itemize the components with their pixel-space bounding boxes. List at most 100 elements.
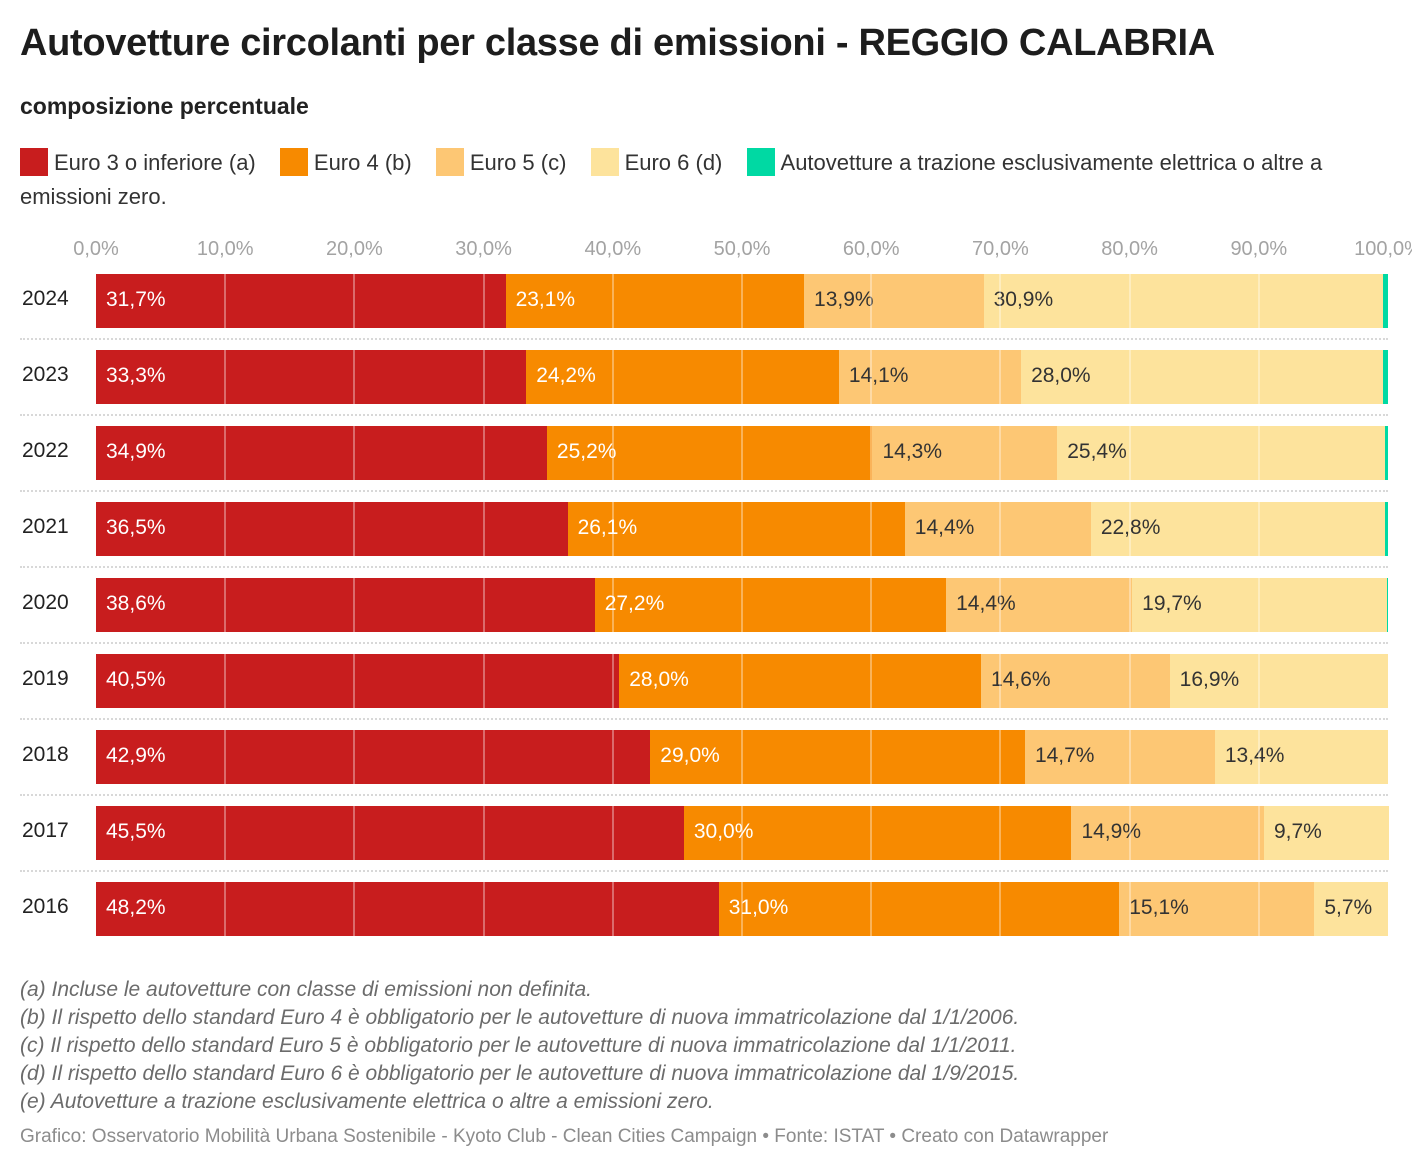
footnote-b: (b) Il rispetto dello standard Euro 4 è … (20, 1006, 1020, 1029)
gridline (870, 882, 873, 936)
gridline (741, 426, 743, 480)
data-label: 31,7% (106, 288, 166, 311)
bar-segment (1119, 882, 1315, 936)
data-label: 19,7% (1142, 592, 1202, 615)
row-separator (20, 566, 1388, 568)
gridline (1128, 654, 1131, 708)
gridline (611, 274, 614, 328)
footnote-c: (c) Il rispetto dello standard Euro 5 è … (20, 1034, 1017, 1057)
gridline (1257, 426, 1260, 480)
footnote-d: (d) Il rispetto dello standard Euro 6 è … (20, 1062, 1020, 1085)
y-category-label: 2023 (22, 363, 69, 386)
gridline (999, 502, 1002, 556)
bar-segment (718, 882, 1120, 936)
gridline (611, 882, 614, 936)
bar-segment (619, 654, 981, 708)
bar-segment (96, 350, 527, 404)
data-label: 15,1% (1129, 896, 1189, 919)
bar-segment (1314, 882, 1388, 936)
data-label: 23,1% (515, 288, 576, 311)
chart-subtitle: composizione percentuale (20, 93, 309, 119)
row-separator (20, 870, 1388, 872)
gridline (870, 730, 873, 784)
gridline (353, 654, 356, 708)
data-label: 26,1% (577, 516, 638, 539)
bar-segment (96, 882, 719, 936)
x-tick-label: 80,0% (1101, 238, 1158, 260)
bar-segment (567, 502, 905, 556)
gridline (999, 426, 1002, 480)
data-label: 28,0% (629, 668, 689, 691)
gridline (741, 578, 743, 632)
data-label: 13,4% (1224, 744, 1285, 767)
data-label: 38,6% (106, 592, 166, 615)
gridline (999, 350, 1002, 404)
gridline (224, 806, 227, 860)
legend-swatch (20, 148, 48, 176)
legend: Euro 3 o inferiore (a) Euro 4 (b) Euro 5… (20, 146, 1400, 214)
row-separator (20, 718, 1388, 720)
gridline (870, 806, 873, 860)
row-separator (20, 490, 1388, 492)
gridline (353, 502, 356, 556)
gridline (870, 578, 873, 632)
bar-segment (594, 578, 947, 632)
gridline (741, 274, 743, 328)
legend-item-euro5: Euro 5 (c) (435, 146, 566, 180)
bar-segment (683, 806, 1072, 860)
data-label: 16,9% (1179, 668, 1240, 691)
gridline (611, 654, 614, 708)
gridline (224, 578, 227, 632)
gridline (611, 502, 614, 556)
gridline (353, 426, 356, 480)
gridline (1128, 578, 1131, 632)
data-label: 27,2% (604, 592, 665, 615)
bar-segment (1385, 426, 1388, 480)
bar-segment (96, 502, 568, 556)
gridline (1257, 350, 1260, 404)
gridline (870, 654, 873, 708)
gridline (1257, 274, 1260, 328)
gridline (482, 350, 485, 404)
gridline (353, 578, 356, 632)
gridline (482, 578, 485, 632)
data-label: 24,2% (536, 364, 596, 387)
y-category-label: 2017 (22, 819, 69, 842)
gridline (353, 350, 356, 404)
gridline (224, 426, 227, 480)
gridline (611, 806, 614, 860)
row-separator (20, 794, 1388, 796)
bar-segment (505, 274, 804, 328)
gridline (870, 426, 873, 480)
legend-label: Euro 4 (b) (313, 150, 412, 175)
data-label: 30,9% (993, 288, 1054, 311)
gridline (353, 806, 356, 860)
x-tick-label: 10,0% (196, 238, 254, 260)
gridline (224, 350, 227, 404)
gridline (1257, 578, 1260, 632)
gridline (741, 806, 743, 860)
bar-segment (1214, 730, 1388, 784)
gridline (1128, 350, 1131, 404)
data-label: 28,0% (1031, 364, 1091, 387)
gridline (353, 882, 356, 936)
row-separator (20, 338, 1388, 340)
data-label: 33,3% (106, 364, 166, 387)
gridline (482, 882, 485, 936)
gridline (482, 274, 485, 328)
gridline (1128, 502, 1131, 556)
data-label: 31,0% (728, 896, 789, 919)
gridline (482, 426, 485, 480)
gridline (482, 730, 485, 784)
data-label: 14,3% (882, 440, 943, 463)
gridline (1128, 882, 1131, 936)
legend-item-euro6: Euro 6 (d) (590, 146, 723, 180)
legend-swatch (746, 148, 775, 176)
data-label: 14,4% (914, 516, 975, 539)
data-label: 25,2% (556, 440, 617, 463)
gridline (1257, 806, 1260, 860)
legend-label: Euro 6 (d) (624, 150, 723, 175)
legend-label: Euro 3 o inferiore (a) (54, 150, 256, 175)
bar-segment (96, 274, 506, 328)
bar-segment (546, 426, 873, 480)
